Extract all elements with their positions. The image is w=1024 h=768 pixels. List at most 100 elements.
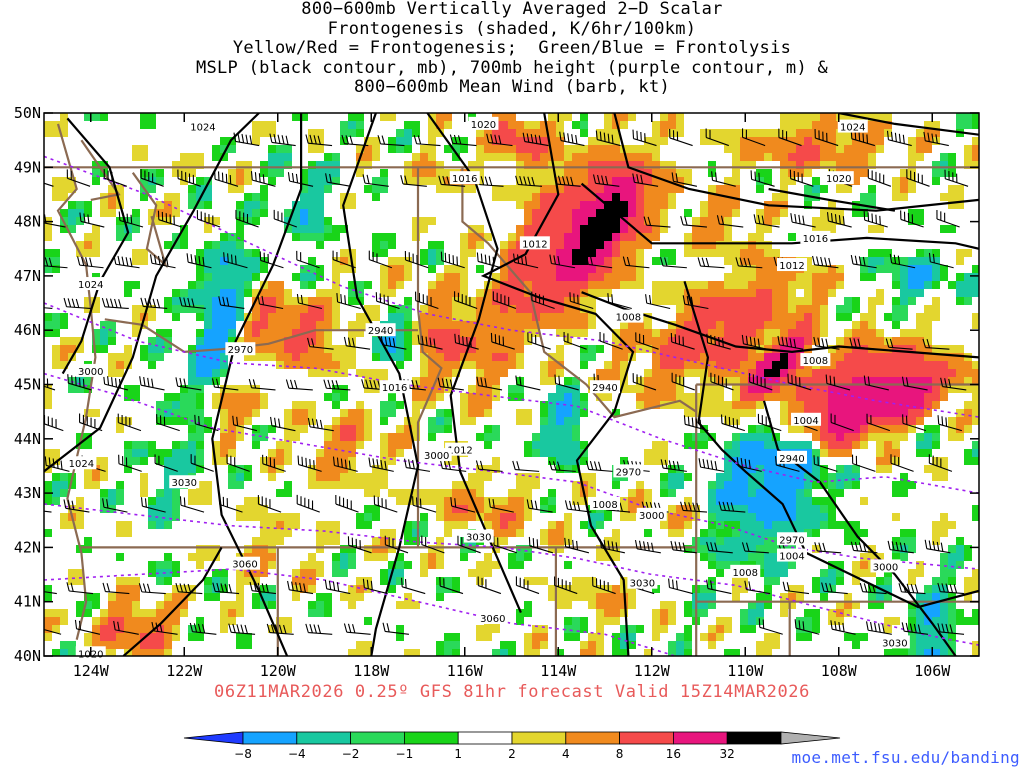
colorbar: −8 −4 −2 −1 1 2 4 8 16 32 <box>183 731 841 761</box>
colorbar-level-label: 2 <box>508 747 516 761</box>
lat-tick-label: 47N <box>14 267 41 285</box>
lat-tick-label: 45N <box>14 376 41 394</box>
mslp-label-bg <box>791 412 822 426</box>
height-label: 3030 <box>630 579 655 590</box>
height-label: 3000 <box>78 367 103 378</box>
colorbar-box <box>403 731 459 745</box>
mslp-label-bg <box>730 564 761 578</box>
height-label-bg <box>590 380 620 394</box>
contour-labels: 1024 1020 1024 1016 1020 1016 1012 1012 1024 1008… <box>66 116 910 660</box>
mslp-label: 1020 <box>826 174 851 185</box>
title-line-1: 800−600mb Vertically Averaged 2−D Scalar <box>301 0 723 19</box>
height-label-bg <box>477 610 508 624</box>
colorbar-box <box>619 731 674 745</box>
height-label: 3030 <box>882 638 907 649</box>
height-label-bg <box>75 363 106 377</box>
mslp-label-bg <box>445 442 476 456</box>
mslp-label: 1004 <box>779 552 804 563</box>
colorbar-box <box>296 731 351 745</box>
height-label-bg <box>169 475 200 489</box>
lon-tick-label: 114W <box>540 662 577 680</box>
height-label-bg <box>463 529 494 543</box>
title-line-5: 800−600mb Mean Wind (barb, kt) <box>353 77 671 97</box>
height-label-bg <box>870 559 901 573</box>
mslp-label: 1016 <box>803 234 828 245</box>
mslp-label-bg <box>837 119 868 133</box>
lat-tick-label: 46N <box>14 321 41 339</box>
height-label: 3000 <box>873 562 898 573</box>
height-label: 2970 <box>616 467 641 478</box>
lon-tick-label: 108W <box>821 662 858 680</box>
colorbar-level-label: 8 <box>616 747 624 761</box>
mslp-label-bg <box>777 548 807 562</box>
lat-tick-label: 43N <box>14 484 41 502</box>
mslp-label-bg <box>519 236 550 250</box>
height-label: 2940 <box>779 454 804 465</box>
colorbar-low-arrow <box>183 731 244 745</box>
colorbar-level-label: −2 <box>342 747 360 761</box>
lat-tick-label: 42N <box>14 538 41 556</box>
mslp-label-bg <box>66 456 97 470</box>
height-contours <box>44 155 979 656</box>
height-label: 2970 <box>779 535 804 546</box>
height-label: 3060 <box>232 560 257 571</box>
lat-tick-label: 41N <box>14 593 41 611</box>
title-line-2: Frontogenesis (shaded, K/6hr/100km) <box>327 18 697 39</box>
colorbar-box <box>350 731 405 745</box>
mslp-label: 1012 <box>779 261 804 272</box>
mslp-label-bg <box>800 230 831 244</box>
mslp-label: 1012 <box>522 239 547 250</box>
height-label: 2940 <box>592 383 617 394</box>
colorbar-box <box>511 731 567 745</box>
height-label-bg <box>777 532 807 546</box>
mslp-label-bg <box>823 171 854 185</box>
colorbar-box <box>242 731 298 745</box>
height-label: 2940 <box>368 326 393 337</box>
mslp-label-bg <box>75 277 106 291</box>
height-label-bg <box>627 575 658 589</box>
lon-tick-label: 106W <box>914 662 951 680</box>
height-label-bg <box>225 342 256 356</box>
lon-tick-label: 118W <box>353 662 390 680</box>
mslp-label-bg <box>468 116 499 130</box>
mslp-label: 1024 <box>69 459 94 470</box>
mslp-label: 1016 <box>452 174 477 185</box>
height-label-bg <box>879 635 910 649</box>
colorbar-box <box>565 731 620 745</box>
lon-tick-label: 116W <box>447 662 484 680</box>
mslp-label: 1008 <box>733 568 758 579</box>
lat-tick-label: 44N <box>14 430 41 448</box>
lat-tick-label: 50N <box>14 104 41 122</box>
mslp-label-bg <box>449 171 480 185</box>
mslp-label: 1024 <box>78 280 103 291</box>
colorbar-level-label: 32 <box>720 747 735 761</box>
colorbar-level-label: 4 <box>562 747 570 761</box>
colorbar-high-arrow <box>780 731 841 745</box>
mslp-label: 1016 <box>382 383 407 394</box>
lat-tick-label: 40N <box>14 647 41 665</box>
height-label-bg <box>613 464 644 478</box>
mslp-label: 1004 <box>793 416 818 427</box>
colorbar-box <box>726 731 782 745</box>
height-label-bg <box>421 448 452 462</box>
colorbar-level-label: 16 <box>666 747 681 761</box>
height-label-bg <box>230 556 261 570</box>
mslp-label-bg <box>187 119 218 133</box>
lon-tick-label: 110W <box>727 662 764 680</box>
mslp-label: 1008 <box>803 356 828 367</box>
forecast-valid-line: 06Z11MAR2026 0.25º GFS 81hr forecast Val… <box>214 682 810 702</box>
colorbar-level-label: −1 <box>396 747 414 761</box>
mslp-label-bg <box>590 496 620 510</box>
lon-tick-label: 120W <box>260 662 297 680</box>
height-label: 3000 <box>424 451 449 462</box>
source-credit[interactable]: moe.met.fsu.edu/banding <box>791 748 1020 767</box>
height-label: 3030 <box>172 478 197 489</box>
height-label: 3030 <box>466 533 491 544</box>
mslp-label: 1012 <box>447 446 472 457</box>
mslp-label: 1008 <box>616 313 641 324</box>
mslp-label: 1024 <box>190 123 215 134</box>
lon-tick-label: 112W <box>634 662 671 680</box>
title-line-3: Yellow/Red = Frontogenesis; Green/Blue =… <box>232 38 792 58</box>
mslp-label-bg <box>379 380 410 394</box>
